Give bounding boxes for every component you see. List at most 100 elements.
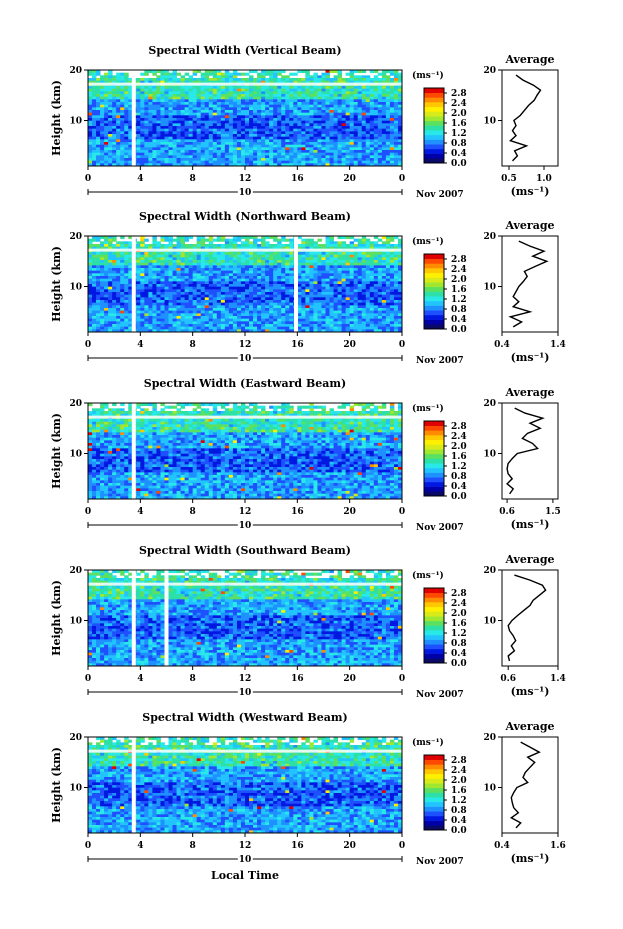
heatmap-cell [224, 126, 230, 130]
heatmap-cell [212, 136, 218, 140]
heatmap-cell [188, 257, 194, 261]
heatmap-cell [257, 278, 262, 282]
heatmap-cell [253, 278, 258, 282]
heatmap-cell [220, 286, 226, 290]
heatmap-cell [96, 144, 101, 148]
heatmap-cell [265, 163, 270, 167]
heatmap-cell [224, 324, 230, 328]
heatmap-cell [216, 289, 222, 293]
heatmap-cell [208, 244, 214, 248]
heatmap-cell [249, 163, 254, 167]
heatmap-cell [208, 102, 214, 106]
heatmap-cell [100, 289, 105, 293]
heatmap-cell [160, 139, 165, 143]
heatmap-cell [236, 286, 242, 290]
heatmap-cell [333, 88, 338, 92]
heatmap-cell [337, 244, 343, 248]
heatmap-cell [204, 126, 210, 130]
heatmap-cell [353, 102, 359, 106]
heatmap-cell [325, 107, 330, 111]
heatmap-cell [116, 152, 121, 156]
heatmap-cell [188, 254, 194, 258]
heatmap-cell [160, 254, 165, 258]
heatmap-cell [297, 86, 302, 90]
heatmap-cell [373, 75, 379, 79]
heatmap-cell [164, 118, 169, 122]
heatmap-cell [337, 78, 343, 82]
heatmap-cell [325, 318, 330, 322]
heatmap-cell [261, 270, 266, 274]
heatmap-cell [180, 139, 186, 143]
heatmap-cell [124, 142, 129, 146]
heatmap-cell [297, 126, 302, 130]
heatmap-cell [96, 260, 101, 264]
heatmap-cell [224, 152, 230, 156]
heatmap-cell [325, 276, 330, 280]
heatmap-cell [116, 86, 121, 90]
heatmap-cell [136, 286, 141, 290]
heatmap-cell [313, 150, 318, 154]
heatmap-cell [393, 110, 399, 114]
heatmap-cell [168, 244, 173, 248]
heatmap-cell [164, 329, 169, 333]
heatmap-cell [317, 300, 322, 304]
heatmap-cell [369, 110, 375, 114]
heatmap-cell [309, 155, 314, 159]
heatmap-cell [188, 102, 194, 106]
heatmap-cell [309, 324, 314, 328]
heatmap-cell [156, 241, 161, 245]
heatmap-cell [265, 300, 270, 304]
heatmap-cell [305, 144, 310, 148]
heatmap-cell [216, 284, 222, 288]
heatmap-cell [108, 139, 113, 143]
heatmap-cell [168, 281, 173, 285]
heatmap-cell [200, 107, 206, 111]
heatmap-cell [277, 152, 282, 156]
heatmap-cell [172, 316, 177, 320]
heatmap-cell [176, 139, 181, 143]
heatmap-cell [156, 316, 161, 320]
heatmap-cell [309, 163, 314, 167]
heatmap-cell [136, 278, 141, 282]
heatmap-cell [144, 131, 149, 135]
heatmap-cell [289, 244, 294, 248]
heatmap-cell [100, 241, 105, 245]
heatmap-cell [224, 273, 230, 277]
heatmap-cell [369, 78, 375, 82]
heatmap-cell [176, 276, 181, 280]
heatmap-cell [100, 329, 105, 333]
heatmap-cell [240, 289, 246, 293]
heatmap-cell [249, 257, 254, 261]
heatmap-cell [349, 102, 355, 106]
heatmap-cell [313, 88, 318, 92]
heatmap-cell [196, 254, 202, 258]
heatmap-cell [373, 136, 379, 140]
heatmap-cell [216, 297, 222, 301]
heatmap-cell [212, 70, 218, 74]
heatmap-cell [148, 268, 153, 272]
heatmap-cell [216, 321, 222, 325]
heatmap-cell [301, 294, 306, 298]
heatmap-cell [313, 281, 318, 285]
heatmap-cell [148, 104, 153, 108]
heatmap-cell [180, 244, 186, 248]
heatmap-cell [277, 102, 282, 106]
heatmap-cell [341, 110, 347, 114]
heatmap-cell [289, 147, 294, 151]
heatmap-cell [192, 316, 198, 320]
heatmap-cell [321, 152, 326, 156]
heatmap-cell [120, 257, 125, 261]
heatmap-cell [349, 155, 355, 159]
heatmap-cell [168, 313, 173, 317]
heatmap-cell [293, 142, 298, 146]
heatmap-cell [128, 316, 133, 320]
heatmap-cell [112, 281, 117, 285]
heatmap-cell [192, 150, 198, 154]
heatmap-cell [265, 289, 270, 293]
heatmap-cell [228, 155, 234, 159]
heatmap-cell [277, 273, 282, 277]
heatmap-cell [172, 88, 177, 92]
heatmap-cell [172, 160, 177, 164]
heatmap-cell [313, 102, 318, 106]
heatmap-cell [196, 128, 202, 132]
